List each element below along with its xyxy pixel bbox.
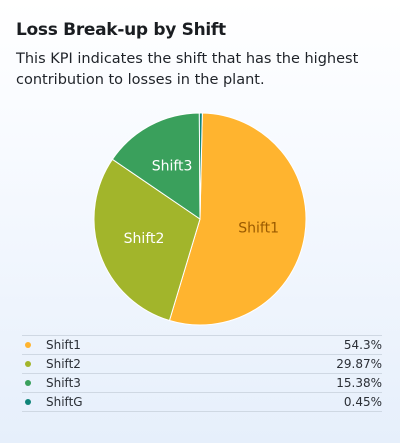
- pie-slice-shift1[interactable]: [168, 112, 307, 326]
- card-title: Loss Break-up by Shift: [16, 20, 226, 40]
- legend-label: ShiftG: [46, 395, 83, 409]
- legend-value: 15.38%: [336, 376, 382, 390]
- pie-label-shift3: Shift3: [152, 159, 193, 175]
- pie-slice-shift3[interactable]: [111, 112, 201, 220]
- card-subtitle: This KPI indicates the shift that has th…: [16, 51, 359, 88]
- pie-label-shift1: Shift1: [238, 220, 279, 236]
- pie-slice-shiftg[interactable]: [198, 112, 203, 220]
- legend-dot-icon: [25, 399, 31, 405]
- pie-slice-shift2[interactable]: [93, 158, 201, 322]
- legend-dot-icon: [25, 361, 31, 367]
- legend-item-shift1[interactable]: Shift1 54.3%: [22, 335, 382, 354]
- legend-label: Shift1: [46, 338, 81, 352]
- legend-value: 54.3%: [343, 338, 382, 352]
- legend-dot-icon: [25, 380, 31, 386]
- legend-label: Shift3: [46, 376, 81, 390]
- legend-item-shift2[interactable]: Shift2 29.87%: [22, 354, 382, 373]
- legend-item-shift3[interactable]: Shift3 15.38%: [22, 373, 382, 392]
- legend-dot-icon: [25, 342, 31, 348]
- legend-item-shiftg[interactable]: ShiftG 0.45%: [22, 392, 382, 412]
- legend-value: 0.45%: [343, 395, 382, 409]
- legend-label: Shift2: [46, 357, 81, 371]
- pie-label-shift2: Shift2: [124, 231, 165, 247]
- chart-legend: Shift1 54.3% Shift2 29.87% Shift3 15.38% Shift…: [22, 335, 382, 412]
- legend-value: 29.87%: [336, 357, 382, 371]
